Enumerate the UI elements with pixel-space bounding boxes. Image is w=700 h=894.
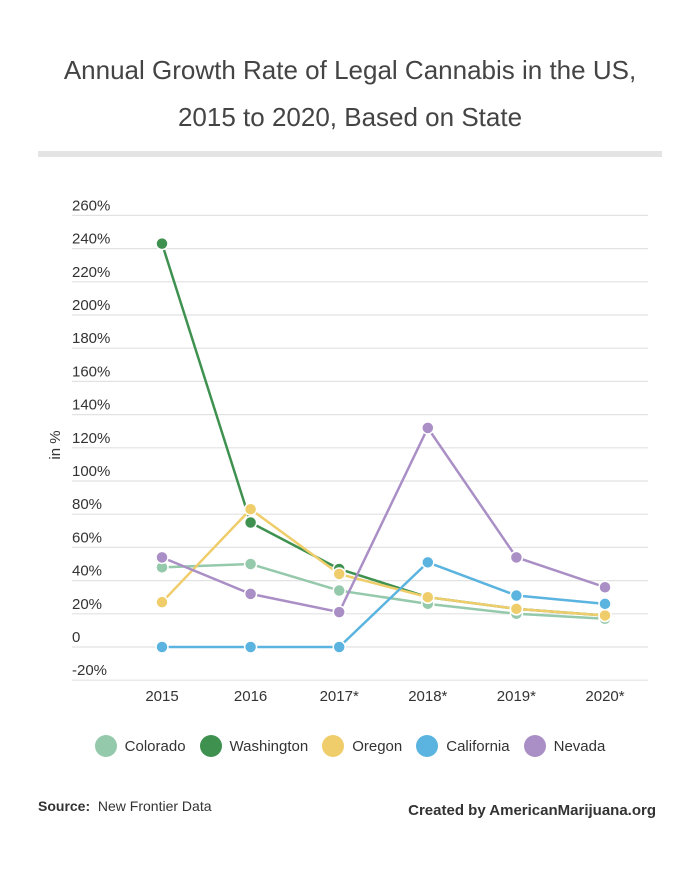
y-tick-label: 60% — [72, 529, 102, 546]
y-tick-label: 120% — [72, 430, 110, 447]
legend-marker — [322, 735, 345, 757]
legend-label: Oregon — [352, 737, 403, 755]
legend-item-colorado: Colorado — [94, 735, 186, 757]
series-line-colorado — [161, 562, 606, 621]
title-divider — [38, 151, 662, 157]
source-label: Source: — [38, 798, 91, 814]
data-point-nevada — [332, 605, 346, 619]
y-tick-label: 140% — [72, 397, 110, 414]
x-tick-label: 2020* — [585, 688, 624, 705]
y-tick-label: 160% — [72, 363, 110, 380]
y-tick-label: 40% — [72, 563, 102, 580]
y-tick-label: 240% — [72, 231, 110, 248]
data-point-nevada — [421, 421, 435, 435]
data-point-nevada — [155, 550, 169, 565]
legend-marker — [416, 735, 439, 757]
data-point-california — [421, 555, 435, 570]
legend-marker — [94, 735, 117, 757]
data-point-oregon — [155, 595, 169, 609]
y-tick-label: 220% — [72, 264, 110, 281]
x-tick-label: 2018* — [408, 688, 447, 705]
y-tick-label: 180% — [72, 330, 110, 347]
legend-label: Colorado — [124, 737, 186, 755]
data-point-washington — [155, 236, 169, 251]
legend-marker — [199, 735, 222, 757]
y-tick-label: -20% — [72, 662, 107, 679]
legend-item-oregon: Oregon — [322, 735, 402, 757]
data-point-california — [332, 640, 346, 654]
data-point-oregon — [332, 567, 346, 581]
data-point-nevada — [598, 580, 612, 594]
data-point-washington — [243, 515, 258, 530]
legend-item-california: California — [416, 735, 510, 757]
data-point-california — [509, 588, 524, 603]
y-tick-label: 260% — [72, 197, 110, 214]
data-point-california — [243, 640, 258, 654]
credit: Created by AmericanMarijuana.org — [408, 802, 656, 819]
source-value: New Frontier Data — [97, 798, 212, 814]
legend-marker — [523, 735, 546, 757]
y-tick-label: 0 — [72, 629, 80, 646]
series-line-nevada — [161, 425, 606, 614]
y-tick-label: 200% — [72, 297, 110, 314]
data-point-oregon — [598, 608, 612, 623]
y-tick-label: 80% — [72, 496, 102, 513]
data-point-california — [598, 597, 612, 611]
data-point-nevada — [243, 587, 258, 601]
series-line-california — [162, 560, 606, 649]
data-point-oregon — [421, 590, 435, 604]
chart-title-line-1: Annual Growth Rate of Legal Cannabis in … — [63, 55, 637, 85]
y-tick-label: 100% — [72, 463, 110, 480]
source: Source: New Frontier Data — [38, 798, 212, 814]
data-point-colorado — [243, 557, 258, 571]
legend-label: Washington — [229, 737, 309, 755]
legend-label: Nevada — [553, 737, 606, 755]
legend-label: California — [446, 737, 510, 755]
series-line-oregon — [161, 507, 606, 617]
series-line-washington — [160, 243, 606, 617]
data-point-nevada — [509, 550, 524, 565]
y-tick-label: 20% — [72, 596, 102, 613]
x-tick-label: 2019* — [497, 688, 536, 705]
x-tick-label: 2016 — [234, 688, 267, 705]
legend: Colorado Washington Oregon California Nevada — [0, 735, 700, 757]
legend-item-washington: Washington — [199, 735, 309, 757]
chart-title-line-2: 2015 to 2020, Based on State — [177, 102, 523, 132]
data-point-california — [155, 640, 169, 654]
data-point-oregon — [509, 602, 524, 616]
x-tick-label: 2015 — [145, 688, 178, 705]
data-point-oregon — [243, 502, 258, 516]
y-axis-label: in % — [47, 430, 64, 459]
data-point-colorado — [332, 583, 346, 598]
legend-item-nevada: Nevada — [523, 735, 606, 757]
x-tick-label: 2017* — [320, 688, 359, 705]
